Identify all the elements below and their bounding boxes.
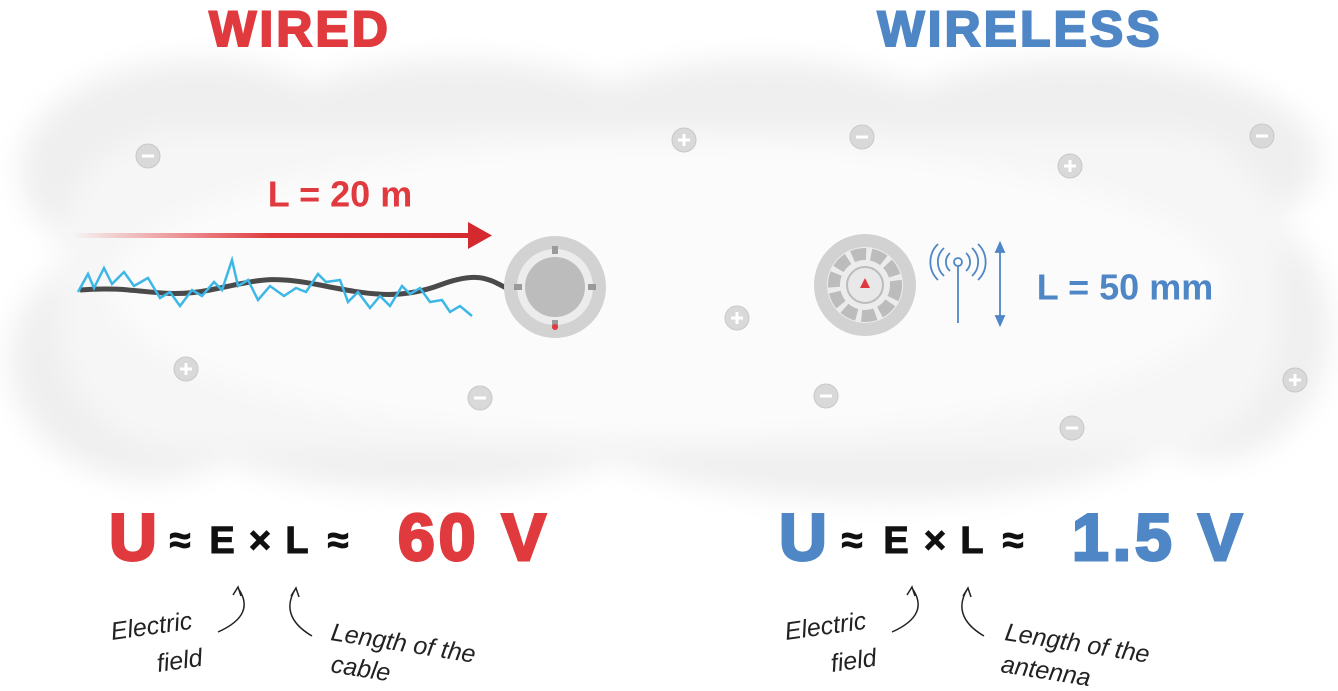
formula-times: × [249,520,271,562]
formula-times: × [924,520,946,562]
formula-e: E [209,520,234,562]
wireless-sensor [814,234,916,336]
wired-notes: Electric field Length of the cable [109,587,478,687]
shape [468,386,492,410]
formula-u: U [779,500,831,574]
shape [174,357,198,381]
wireless-title: WIRELESS [877,1,1162,57]
wireless-formula: U ≈ E × L ≈ 1.5 V [779,500,1246,574]
formula-approx: ≈ [842,520,863,562]
wireless-length-label: L = 50 mm [1037,267,1213,308]
shape [588,284,596,290]
formula-result: 1.5 V [1072,500,1246,574]
shape [1283,368,1307,392]
wired-formula: U ≈ E × L ≈ 60 V [109,500,550,574]
formula-approx: ≈ [1003,520,1024,562]
formula-l: L [960,520,983,562]
shape [552,324,558,330]
shape [552,246,558,254]
wireless-notes: Electric field Length of the antenna [783,587,1152,691]
shape [1060,416,1084,440]
wired-title: WIRED [209,1,391,57]
shape [1250,124,1274,148]
note-line: Electric [783,607,869,646]
shape [290,588,312,636]
page: WIRED WIRELESS L = 20 m L = 50 mm [0,0,1338,691]
shape [814,384,838,408]
infographic: WIRED WIRELESS L = 20 m L = 50 mm [0,0,1338,691]
formula-u: U [109,500,161,574]
formula-approx: ≈ [170,520,191,562]
shape [962,588,984,636]
formula-l: L [285,520,308,562]
formula-e: E [883,520,908,562]
shape [525,257,585,317]
shape [218,587,244,632]
note-line: field [155,644,205,678]
note-line: Electric [109,607,195,646]
shape [136,144,160,168]
note-line: field [829,644,879,678]
note-line: cable [329,650,392,687]
wired-sensor [504,236,606,338]
formula-result: 60 V [398,500,550,574]
formula-approx: ≈ [328,520,349,562]
shape [72,233,472,238]
wired-length-label: L = 20 m [268,174,412,215]
shape [850,125,874,149]
shape [1058,154,1082,178]
shape [892,587,918,632]
shape [514,284,522,290]
shape [672,128,696,152]
shape [725,306,749,330]
